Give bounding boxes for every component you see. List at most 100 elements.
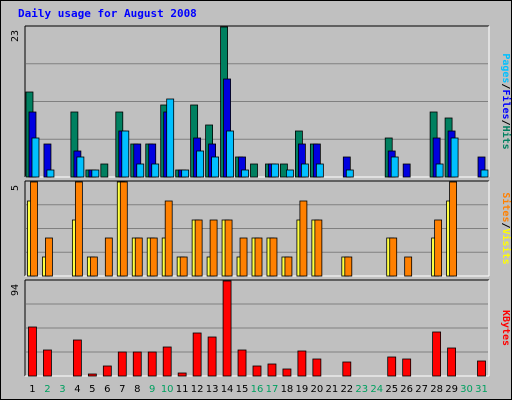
x-tick-day-12: 12: [191, 384, 204, 395]
bar-kbytes-day-12: [192, 332, 202, 377]
bar-kbytes-day-2: [43, 349, 52, 377]
x-tick-day-20: 20: [311, 384, 324, 395]
bar-kbytes-day-20: [312, 358, 322, 377]
bar-kbytes-day-8: [132, 351, 142, 377]
series-legend-label: Sites/Visits: [500, 192, 512, 264]
bar-sites-day-12: [194, 219, 203, 277]
bar-sites-day-4: [74, 181, 83, 277]
bar-kbytes-day-5: [87, 373, 97, 377]
x-tick-day-18: 18: [281, 384, 294, 395]
legend-part: /: [500, 120, 511, 126]
bar-sites-day-13: [209, 219, 218, 277]
x-tick-day-8: 8: [134, 384, 140, 395]
x-tick-day-9: 9: [149, 384, 155, 395]
x-tick-day-15: 15: [236, 384, 249, 395]
bar-sites-day-28: [434, 219, 443, 277]
bar-sites-day-5: [89, 256, 98, 277]
bar-pages-day-18: [286, 169, 294, 178]
legend-part: Hits: [500, 126, 512, 150]
x-tick-day-2: 2: [44, 384, 50, 395]
x-tick-day-28: 28: [430, 384, 443, 395]
bar-pages-day-4: [76, 156, 85, 178]
y-max-label: 5: [10, 185, 21, 191]
bar-pages-day-14: [226, 130, 234, 178]
legend-part: Visits: [500, 229, 512, 265]
bar-pages-day-5: [91, 169, 100, 178]
bar-sites-day-25: [389, 237, 398, 277]
legend-part: Sites: [500, 192, 512, 222]
bar-sites-day-10: [164, 200, 173, 277]
bar-pages-day-11: [181, 169, 190, 178]
bar-pages-day-15: [241, 169, 249, 178]
bar-kbytes-day-4: [72, 339, 82, 377]
bar-sites-day-16: [254, 237, 263, 277]
x-tick-day-22: 22: [340, 384, 353, 395]
legend-part: /: [500, 83, 511, 89]
x-tick-day-6: 6: [104, 384, 110, 395]
x-tick-day-23: 23: [355, 384, 368, 395]
series-legend-label: Pages/Files/Hits: [500, 53, 512, 149]
bar-pages-day-29: [450, 137, 459, 178]
bar-sites-day-14: [224, 219, 233, 277]
x-tick-day-1: 1: [29, 384, 35, 395]
x-tick-day-19: 19: [296, 384, 309, 395]
bar-sites-day-7: [119, 181, 128, 277]
bar-pages-day-25: [390, 156, 399, 178]
bar-sites-day-19: [299, 200, 308, 277]
legend-part: KBytes: [500, 310, 511, 346]
bar-sites-day-26: [404, 256, 413, 277]
bar-kbytes-day-6: [102, 365, 112, 377]
x-tick-day-13: 13: [206, 384, 219, 395]
bar-sites-day-11: [179, 256, 188, 277]
x-tick-day-10: 10: [161, 384, 174, 395]
bar-kbytes-day-9: [147, 351, 157, 377]
bar-pages-day-9: [151, 163, 160, 178]
bar-hits-day-16: [250, 163, 258, 178]
y-max-label: 94: [10, 284, 21, 296]
x-tick-day-24: 24: [370, 384, 383, 395]
bar-sites-day-2: [45, 237, 53, 277]
x-tick-day-17: 17: [266, 384, 279, 395]
x-tick-day-7: 7: [119, 384, 125, 395]
x-tick-day-5: 5: [89, 384, 95, 395]
bar-pages-day-20: [315, 163, 324, 178]
y-max-label: 23: [10, 30, 21, 42]
bar-kbytes-day-29: [447, 347, 456, 377]
bar-pages-day-17: [271, 163, 279, 178]
panel-kbytes: 94 KBytes: [10, 279, 511, 377]
bar-kbytes-day-25: [387, 356, 397, 377]
bar-pages-day-12: [196, 150, 205, 178]
bar-sites-day-8: [134, 237, 143, 277]
bar-pages-day-8: [136, 163, 145, 178]
bar-pages-day-1: [31, 137, 40, 178]
legend-part: Files: [500, 89, 512, 119]
series-legend-label: KBytes: [500, 310, 511, 346]
bar-kbytes-day-15: [237, 349, 247, 377]
bar-sites-day-29: [449, 181, 457, 277]
bar-kbytes-day-31: [477, 360, 486, 377]
bar-pages-day-10: [166, 98, 175, 178]
bar-pages-day-28: [435, 163, 444, 178]
x-tick-day-25: 25: [385, 384, 398, 395]
bar-sites-day-22: [344, 256, 353, 277]
bar-sites-day-1: [30, 181, 38, 277]
x-tick-day-16: 16: [251, 384, 264, 395]
bar-sites-day-20: [314, 219, 323, 277]
bar-pages-day-13: [211, 156, 219, 178]
bar-sites-day-9: [149, 237, 158, 277]
x-tick-day-3: 3: [59, 384, 65, 395]
x-tick-day-27: 27: [415, 384, 428, 395]
bar-pages-day-19: [301, 163, 309, 178]
bar-files-day-26: [402, 163, 411, 178]
x-tick-day-21: 21: [325, 384, 338, 395]
x-tick-day-29: 29: [445, 384, 458, 395]
x-tick-day-4: 4: [74, 384, 80, 395]
bar-kbytes-day-19: [297, 350, 307, 377]
x-tick-day-30: 30: [460, 384, 473, 395]
bar-sites-day-15: [239, 237, 248, 277]
bar-sites-day-17: [269, 237, 278, 277]
legend-part: Pages: [500, 53, 511, 83]
bar-pages-day-31: [480, 169, 489, 178]
legend-part: /: [500, 222, 511, 228]
bar-pages-day-7: [121, 130, 130, 178]
